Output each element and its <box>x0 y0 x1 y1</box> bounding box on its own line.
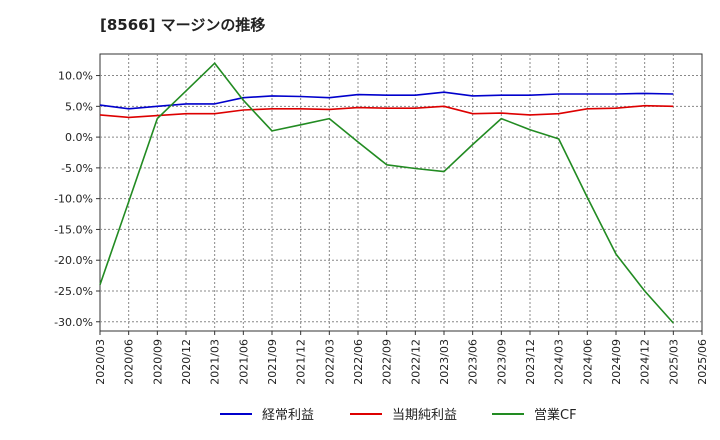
y-tick-label: 0.0% <box>65 131 93 144</box>
x-tick-label: 2025/06 <box>696 339 709 385</box>
x-tick-label: 2021/06 <box>237 339 250 385</box>
x-tick-label: 2021/09 <box>266 339 279 385</box>
legend-label: 経常利益 <box>262 408 314 423</box>
x-tick-label: 2023/03 <box>438 339 451 385</box>
x-tick-label: 2020/09 <box>151 339 164 385</box>
x-tick-label: 2023/12 <box>524 339 537 385</box>
y-tick-label: -25.0% <box>54 285 93 298</box>
y-tick-label: -10.0% <box>54 193 93 206</box>
x-tick-label: 2022/06 <box>352 339 365 385</box>
x-tick-label: 2023/09 <box>495 339 508 385</box>
chart-title: [8566] マージンの推移 <box>100 16 266 34</box>
legend-label: 当期純利益 <box>392 408 457 423</box>
x-tick-label: 2022/12 <box>409 339 422 385</box>
legend: 経常利益 当期純利益 営業CF <box>220 407 577 423</box>
y-tick-label: -15.0% <box>54 223 93 236</box>
x-tick-label: 2021/12 <box>295 339 308 385</box>
y-axis-ticks: 10.0% 5.0% 0.0% -5.0% -10.0% -15.0% -20.0% -25.… <box>54 70 100 329</box>
y-tick-label: -5.0% <box>61 162 93 175</box>
y-tick-label: -30.0% <box>54 316 93 329</box>
x-tick-label: 2022/03 <box>323 339 336 385</box>
y-tick-label: 10.0% <box>58 70 93 83</box>
x-tick-label: 2025/03 <box>667 339 680 385</box>
x-tick-label: 2024/06 <box>581 339 594 385</box>
y-tick-label: -20.0% <box>54 254 93 267</box>
x-tick-label: 2020/03 <box>94 339 107 385</box>
legend-label: 営業CF <box>534 407 577 423</box>
series-lines <box>99 62 674 324</box>
x-tick-label: 2024/03 <box>553 339 566 385</box>
x-tick-label: 2021/03 <box>209 339 222 385</box>
series-line <box>99 104 674 119</box>
x-tick-label: 2024/09 <box>610 339 623 385</box>
plot-area <box>99 53 703 332</box>
y-tick-label: 5.0% <box>65 100 93 113</box>
x-axis-ticks: 2020/03 2020/06 2020/09 2020/12 2021/03 2021/… <box>94 331 709 385</box>
x-tick-label: 2023/06 <box>467 339 480 385</box>
x-tick-label: 2020/06 <box>123 339 136 385</box>
series-line <box>99 62 674 324</box>
x-tick-label: 2022/09 <box>381 339 394 385</box>
series-line <box>99 91 674 110</box>
x-tick-label: 2020/12 <box>180 339 193 385</box>
x-tick-label: 2024/12 <box>639 339 652 385</box>
gridlines <box>100 54 702 331</box>
